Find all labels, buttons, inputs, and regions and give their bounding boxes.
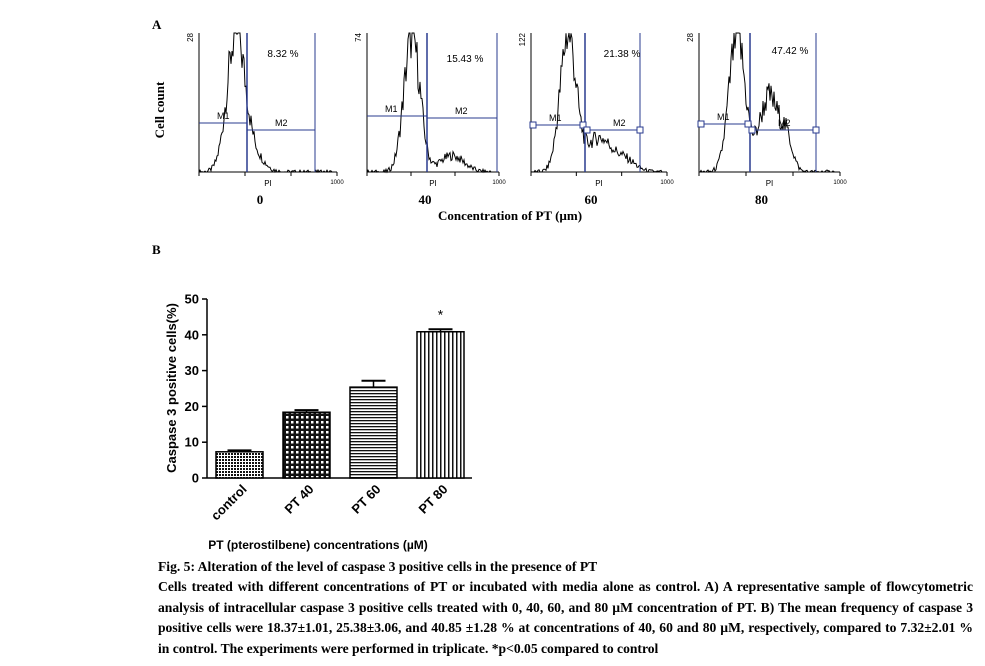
percent-label: 15.43 % [447,54,484,65]
y-label: Cell count [152,81,167,138]
y-tick-label: 40 [185,327,199,342]
gate-marker [744,120,752,128]
x-axis-label: PI [264,179,272,188]
x-max-label: 1000 [660,180,674,186]
x-max-label: 1000 [330,180,344,186]
panel-label: B [152,242,161,257]
plot-axes [530,33,667,173]
gate-marker [583,126,591,134]
bar [416,331,465,479]
histogram-curve [530,32,663,173]
caption-title: Fig. 5: Alteration of the level of caspa… [158,559,598,574]
y-tick-label: 30 [185,363,199,378]
plot-axes [698,33,840,173]
concentration-label: 40 [419,192,432,207]
figure: A Cell count Concentration of PT (µm) B … [152,17,847,552]
gate-label: M1 [717,112,730,122]
panel-label: A [152,17,162,32]
histogram-curve [198,32,333,174]
concentration-label: 60 [585,192,598,207]
histogram-curve [366,32,494,174]
percent-label: 47.42 % [772,46,809,57]
bar [282,411,331,479]
bar [215,451,264,479]
x-tick-label: PT 80 [415,482,450,517]
caption-body: Cells treated with different concentrati… [158,579,973,656]
caption: Fig. 5: Alteration of the level of caspa… [158,557,973,659]
gate-marker [636,126,644,134]
concentration-label: 0 [257,192,264,207]
gate-label: M2 [275,118,288,128]
y-tick-label: 0 [192,471,199,486]
gate-label: M2 [455,106,468,116]
gate-marker [529,121,537,129]
concentration-label: 80 [755,192,768,207]
gate-label: M1 [385,104,398,114]
gate-marker [579,121,587,129]
x-axis-label: PI [595,179,603,188]
percent-label: 8.32 % [267,49,298,60]
percent-label: 21.38 % [604,49,641,60]
y-tick-label: 20 [185,399,199,414]
x-axis-label: PI [766,179,774,188]
y-max-label: 28 [686,32,695,41]
gate-label: M1 [217,111,230,121]
gate-marker [697,120,705,128]
gate-marker [748,126,756,134]
y-max-label: 122 [518,32,527,46]
bar [349,386,398,479]
histogram-curve [699,32,836,173]
y-axis-title: Caspase 3 positive cells(%) [164,303,179,473]
x-title: Concentration of PT (µm) [438,208,582,223]
gate-marker [812,126,820,134]
y-max-label: 28 [186,32,195,41]
y-tick-label: 10 [185,435,199,450]
x-axis-title: PT (pterostilbene) concentrations (µM) [208,538,428,552]
x-max-label: 1000 [833,180,847,186]
gate-label: M2 [613,118,626,128]
gate-label: M2 [778,118,791,128]
y-tick-label: 50 [185,292,199,307]
gate-label: M1 [549,113,562,123]
x-tick-label: control [208,482,250,524]
annotation: * [438,306,444,322]
x-tick-label: PT 40 [281,482,316,517]
x-axis-label: PI [429,179,437,188]
x-tick-label: PT 60 [348,482,383,517]
y-max-label: 74 [354,32,363,41]
x-max-label: 1000 [492,180,506,186]
